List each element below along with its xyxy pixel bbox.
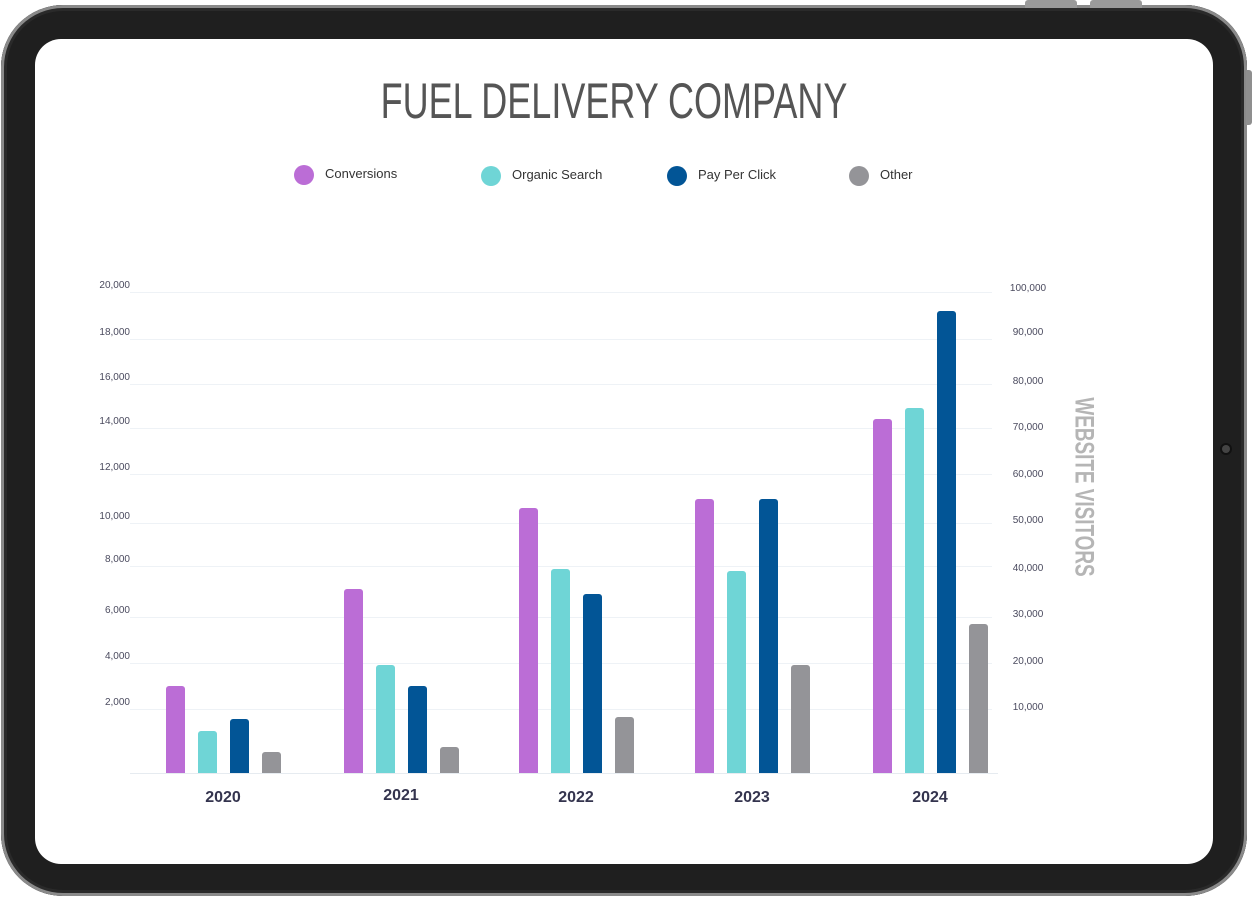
bar-conversions-2021 [344, 588, 363, 773]
gridline [130, 339, 992, 340]
gridline [130, 292, 992, 293]
x-tick-label: 2022 [558, 789, 594, 806]
y-tick-label: 16,000 [99, 372, 130, 383]
y-tick-label: 2,000 [104, 697, 130, 708]
y2-tick-label: 30,000 [1012, 609, 1044, 620]
y2-tick-label: 10,000 [1012, 702, 1044, 713]
legend-label: Organic Search [512, 166, 603, 182]
legend-swatch [481, 166, 501, 186]
x-tick-label: 2021 [383, 787, 419, 804]
y2-tick-label: 70,000 [1012, 422, 1044, 433]
y-tick-label: 6,000 [104, 605, 130, 616]
bar-conversions-2020 [166, 686, 185, 773]
x-tick-label: 2023 [734, 789, 770, 806]
x-axis-baseline [130, 773, 998, 774]
chart-title: FUEL DELIVERY COMPANY [380, 73, 848, 129]
gridline [130, 384, 992, 385]
tablet-volume-button [1025, 0, 1077, 8]
tablet-power-button [1090, 0, 1142, 8]
bar-pay-per-click-2023 [759, 498, 778, 773]
bar-organic-search-2021 [376, 665, 395, 773]
x-tick-label: 2024 [912, 789, 948, 806]
bar-other-2020 [262, 752, 281, 773]
gridline [130, 428, 992, 429]
y2-tick-label: 20,000 [1012, 656, 1044, 667]
bar-organic-search-2023 [727, 571, 746, 773]
y-tick-label: 12,000 [99, 462, 130, 473]
bar-conversions-2022 [519, 508, 538, 773]
bar-conversions-2024 [873, 419, 892, 773]
y-tick-label: 14,000 [99, 416, 130, 427]
y2-tick-label: 80,000 [1012, 376, 1044, 387]
legend-item-other: Other [849, 166, 913, 186]
legend-item-pay-per-click: Pay Per Click [667, 166, 776, 186]
y-tick-label: 10,000 [99, 511, 130, 522]
legend-item-organic-search: Organic Search [481, 166, 602, 186]
gridline [130, 566, 992, 567]
y-tick-label: 8,000 [104, 554, 130, 565]
y2-tick-label: 90,000 [1012, 327, 1044, 338]
gridline [130, 523, 992, 524]
legend-swatch [294, 165, 314, 185]
x-tick-label: 2020 [205, 789, 241, 806]
y-tick-label: 20,000 [99, 280, 130, 291]
legend-label: Pay Per Click [698, 166, 777, 182]
bar-conversions-2023 [695, 498, 714, 773]
bar-pay-per-click-2024 [937, 310, 956, 773]
bar-pay-per-click-2021 [408, 686, 427, 773]
bar-other-2021 [440, 747, 459, 773]
tablet-side-button [1246, 70, 1252, 125]
bar-other-2022 [615, 717, 634, 773]
legend-label: Conversions [325, 165, 398, 181]
bar-pay-per-click-2020 [230, 718, 249, 773]
y2-tick-label: 40,000 [1012, 563, 1044, 574]
legend-label: Other [880, 166, 913, 182]
y-tick-label: 18,000 [99, 327, 130, 338]
y2-tick-label: 100,000 [1009, 283, 1047, 294]
right-axis-label: WEBSITE VISITORS [1069, 397, 1100, 577]
legend-swatch [849, 166, 869, 186]
camera-icon [1222, 445, 1230, 453]
bar-other-2024 [969, 623, 988, 773]
y2-tick-label: 50,000 [1012, 515, 1044, 526]
legend-swatch [667, 166, 687, 186]
bar-other-2023 [791, 665, 810, 773]
bar-organic-search-2020 [198, 731, 217, 773]
bar-organic-search-2022 [551, 568, 570, 773]
legend-item-conversions: Conversions [294, 165, 397, 185]
y2-tick-label: 60,000 [1012, 469, 1044, 480]
gridline [130, 474, 992, 475]
bar-organic-search-2024 [905, 408, 924, 773]
y-tick-label: 4,000 [104, 651, 130, 662]
bar-pay-per-click-2022 [583, 594, 602, 773]
